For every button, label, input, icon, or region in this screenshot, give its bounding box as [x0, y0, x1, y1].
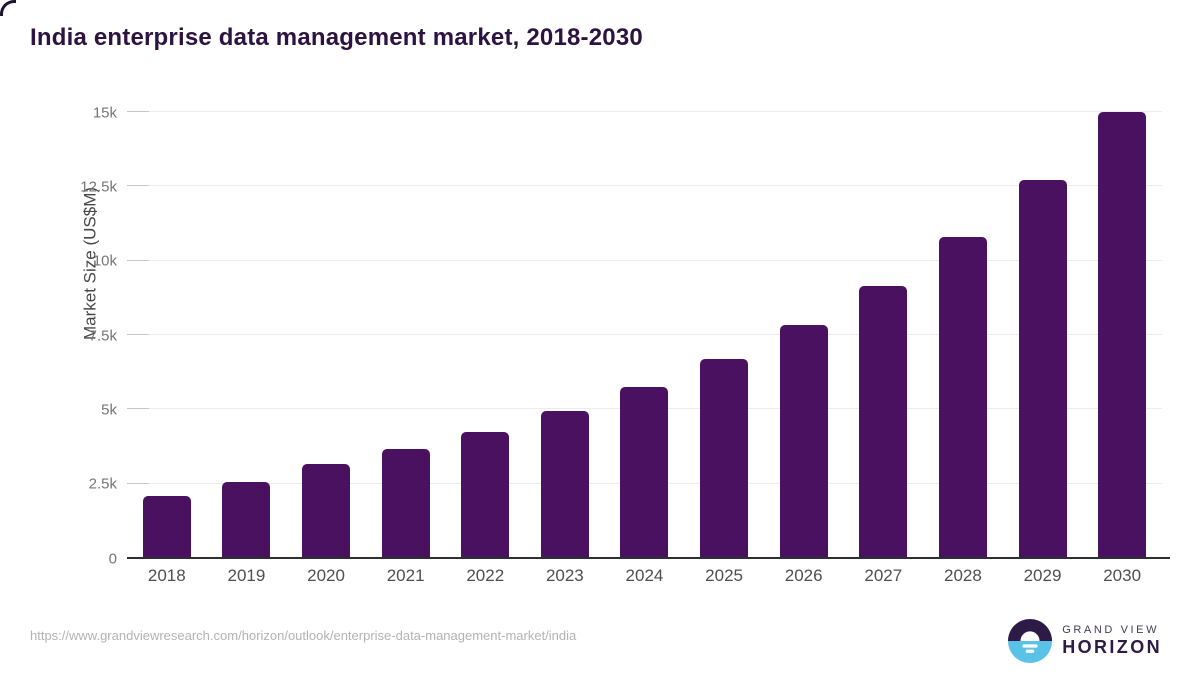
bar-2020[interactable]	[302, 464, 351, 558]
bar-slot-2030	[1082, 112, 1162, 558]
y-tick-10k	[127, 259, 149, 261]
y-tick-label-0: 0	[108, 550, 117, 567]
y-tick-label-7.5k: 7.5k	[88, 327, 117, 344]
x-label-2029: 2029	[1023, 566, 1062, 585]
x-label-2022: 2022	[466, 566, 505, 585]
bar-2026[interactable]	[779, 324, 828, 558]
bar-2023[interactable]	[540, 410, 589, 558]
logo-line2: HORIZON	[1062, 637, 1162, 657]
bar-2029[interactable]	[1018, 180, 1067, 558]
bar-slot-2027	[843, 112, 923, 558]
y-tick-2.5k	[127, 482, 149, 484]
x-label-2023: 2023	[545, 566, 584, 585]
y-tick-5k	[127, 408, 149, 410]
bars-layer	[127, 112, 1162, 558]
bar-slot-2026	[764, 112, 844, 558]
bar-slot-2020	[286, 112, 366, 558]
y-tick-label-5k: 5k	[101, 401, 117, 419]
bar-slot-2022	[445, 112, 525, 558]
y-tick-15k	[127, 111, 149, 112]
logo-text: GRAND VIEW HORIZON	[1062, 624, 1162, 658]
x-label-2028: 2028	[943, 566, 982, 585]
x-label-2030: 2030	[1103, 566, 1142, 585]
y-tick-label-2.5k: 2.5k	[88, 475, 117, 493]
bar-slot-2028	[923, 112, 1003, 558]
card-corner-decoration	[0, 0, 16, 16]
x-axis-labels: 2018 2019 2020 2021 2022 2023 2024 2025 2026 2027…	[127, 566, 1162, 586]
bar-2025[interactable]	[700, 358, 749, 558]
bar-2027[interactable]	[859, 285, 908, 558]
chart-title: India enterprise data management market,…	[30, 24, 643, 51]
y-tick-label-10k: 10k	[92, 252, 117, 270]
bar-2022[interactable]	[461, 431, 510, 558]
x-label-2024: 2024	[625, 566, 664, 585]
x-label-2018: 2018	[147, 566, 186, 585]
horizon-sun-icon	[1008, 618, 1053, 664]
x-label-2019: 2019	[227, 566, 266, 585]
logo-line1: GRAND VIEW	[1062, 624, 1160, 636]
bar-slot-2025	[684, 112, 764, 558]
gridline-12.5k	[127, 185, 1162, 187]
bar-slot-2019	[207, 112, 287, 558]
bar-slot-2021	[366, 112, 446, 558]
bar-2018[interactable]	[142, 496, 191, 558]
x-label-2021: 2021	[386, 566, 425, 585]
x-label-2020: 2020	[307, 566, 345, 585]
x-label-2027: 2027	[864, 566, 903, 585]
bar-slot-2018	[127, 112, 207, 558]
y-tick-12.5k	[127, 185, 149, 187]
gridline-7.5k	[127, 334, 1162, 335]
gridline-10k	[127, 259, 1162, 261]
grand-view-horizon-logo: GRAND VIEW HORIZON	[1007, 618, 1162, 664]
bar-2019[interactable]	[222, 481, 271, 558]
bar-2030[interactable]	[1098, 112, 1147, 558]
source-url: https://www.grandviewresearch.com/horizo…	[30, 628, 577, 643]
y-tick-7.5k	[127, 334, 149, 335]
x-axis-line	[127, 557, 1170, 559]
x-label-2025: 2025	[705, 566, 743, 585]
bar-slot-2023	[525, 112, 605, 558]
bar-2028[interactable]	[938, 237, 987, 558]
bar-slot-2029	[1003, 112, 1083, 558]
x-label-2026: 2026	[784, 566, 823, 585]
bar-2024[interactable]	[620, 386, 669, 558]
bar-2021[interactable]	[381, 449, 430, 558]
plot-area: 0 2.5k 5k 7.5k 10k 12.5k 15k	[80, 104, 1170, 567]
bar-slot-2024	[605, 112, 685, 558]
y-tick-label-15k: 15k	[92, 104, 117, 121]
y-tick-label-12.5k: 12.5k	[80, 178, 117, 196]
gridline-15k	[127, 111, 1162, 112]
